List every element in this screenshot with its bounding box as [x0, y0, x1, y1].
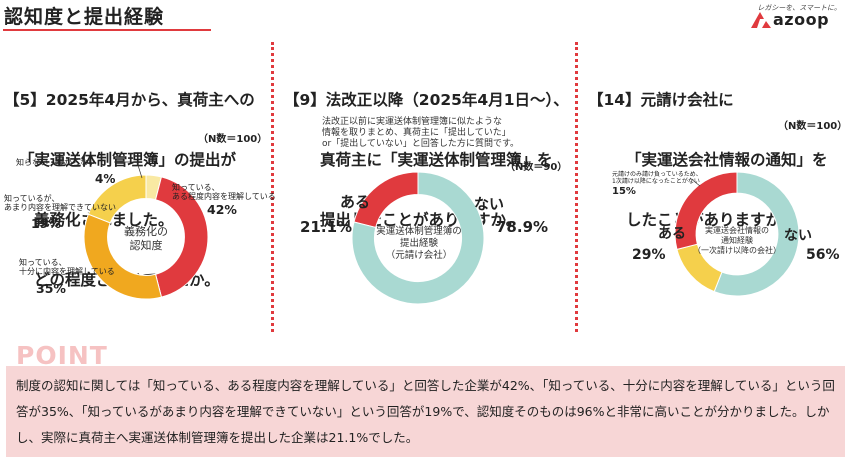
q14-label-prime-only: 元請けのみ請け負っているため、 1次請け以降になったことがない [612, 171, 702, 185]
q5-question-line: 【5】2025年4月から、真荷主への [4, 91, 255, 109]
q5-label-somewhat: 知っている、 ある程度内容を理解している [172, 183, 276, 201]
q5-label-dont-know: 知らない・わからない [16, 158, 96, 167]
title-underline [3, 29, 211, 31]
point-box [6, 366, 845, 457]
q14-label-yes: ある [658, 226, 686, 242]
q14-question-line: 【14】元請け会社に [588, 91, 734, 109]
leader-line [136, 161, 143, 179]
q5-donut-chart [83, 174, 209, 300]
q14-donut-chart [674, 171, 800, 297]
q5-center-label: 義務化の 認知度 [124, 225, 168, 252]
brand-logo: レガシーを、スマートに。 azoop [751, 3, 843, 29]
q14-pct-prime-only: 15% [612, 186, 636, 197]
q5-pct-dont-know: 4% [95, 172, 116, 186]
q5-question-line: 「実運送体制管理簿」の提出が [19, 151, 237, 169]
q9-donut-chart [351, 171, 485, 305]
donut-slice [351, 171, 485, 305]
q9-question-line: 真荷主に「実運送体制管理簿」を [320, 151, 553, 169]
q9-label-yes: ある [340, 193, 371, 211]
q9-note: 法改正以前に実運送体制管理簿に似たような 情報を取りまとめ、真荷主に「提出してい… [322, 117, 520, 149]
q14-question-line: 「実運送会社情報の通知」を [626, 151, 828, 169]
brand-name: azoop [773, 10, 830, 29]
q5-n-count: （N数＝100） [198, 134, 268, 145]
point-heading: POINT [16, 341, 108, 370]
donut-slice [674, 171, 738, 251]
point-text: 制度の認知に関しては「知っている、ある程度内容を理解している」と回答した企業が4… [16, 378, 835, 445]
q5-pct-not-understood: 19% [31, 216, 61, 231]
q9-pct-yes: 21.1% [300, 218, 353, 236]
q9-pct-no: 78.9% [496, 218, 549, 236]
q14-center-label: 実運送会社情報の 通知経験 （一次請け以降の会社） [693, 226, 781, 255]
q14-label-no: ない [784, 228, 812, 244]
q9-question-line: 【9】法改正以降（2025年4月1日〜）、 [284, 91, 569, 109]
brand-tagline: レガシーを、スマートに。 [757, 4, 841, 12]
donut-slice [87, 174, 147, 224]
q9-label-no: ない [474, 195, 505, 213]
q5-pct-fully: 35% [36, 281, 66, 296]
q5-pct-somewhat: 42% [207, 202, 237, 217]
q14-question: 【14】元請け会社に 「実運送会社情報の通知」を したことがありますか。 [588, 50, 828, 250]
q9-center-label: 実運送体制管理簿の 提出経験 （元請け会社） [376, 226, 462, 261]
q14-question-line: したことがありますか。 [626, 211, 797, 229]
donut-slice [713, 171, 800, 297]
leader-line [689, 177, 701, 187]
q5-label-fully: 知っている、 十分に内容を理解している [19, 258, 115, 276]
q5-label-not-understood: 知っているが、 あまり内容を理解できていない [4, 194, 116, 212]
column-divider-2 [575, 42, 578, 332]
column-divider-1 [271, 42, 274, 332]
q14-n-count: （N数＝100） [778, 121, 848, 132]
q14-pct-no: 56% [806, 247, 840, 263]
page-title: 認知度と提出経験 [4, 6, 165, 28]
q9-n-count: （N数＝90） [505, 162, 568, 173]
q14-pct-yes: 29% [632, 247, 666, 263]
donut-slice [154, 176, 209, 298]
azoop-mark-icon [751, 12, 771, 28]
